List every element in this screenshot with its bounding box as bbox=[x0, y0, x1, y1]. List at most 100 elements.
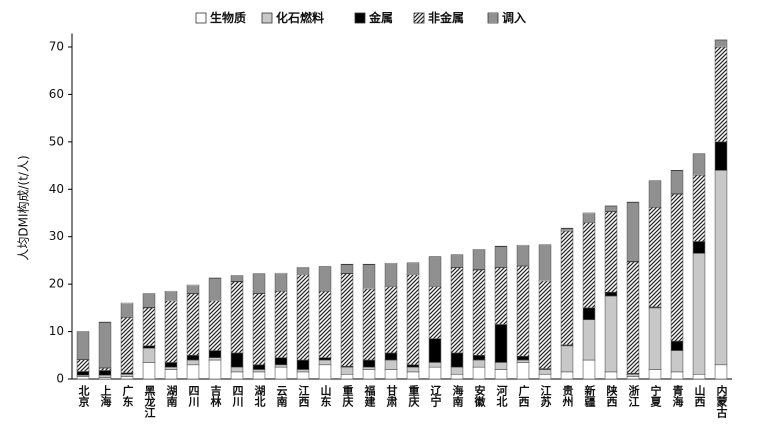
bar-segment bbox=[450, 352, 464, 368]
bar-segment bbox=[362, 288, 376, 361]
bar-segment bbox=[494, 324, 508, 363]
y-tick-label: 60 bbox=[49, 87, 64, 101]
x-tick-label: 云南 bbox=[275, 385, 288, 408]
x-tick-label: 新疆 bbox=[583, 384, 596, 407]
bar-segment bbox=[274, 272, 288, 292]
legend-swatch bbox=[195, 12, 207, 24]
bar-segment bbox=[384, 262, 398, 287]
bar-segment bbox=[604, 371, 618, 380]
x-tick-label: 海南 bbox=[451, 384, 464, 408]
bar-segment bbox=[516, 265, 530, 357]
legend-label: 生物质 bbox=[210, 10, 246, 25]
bar-segment bbox=[604, 211, 618, 293]
bar-segment bbox=[186, 284, 200, 294]
bar-segment bbox=[472, 366, 486, 380]
x-tick-label: 浙江 bbox=[627, 384, 640, 408]
bar-segment bbox=[626, 261, 640, 374]
bar-segment bbox=[626, 376, 640, 380]
bar-segment bbox=[362, 359, 376, 368]
y-tick-label: 40 bbox=[49, 182, 64, 196]
bar-segment bbox=[450, 267, 464, 354]
bar-segment bbox=[76, 331, 90, 360]
bar-segment bbox=[362, 366, 376, 370]
bar-segment bbox=[252, 369, 266, 373]
bar-segment bbox=[296, 267, 310, 275]
bar-segment bbox=[252, 273, 266, 294]
bar-segment bbox=[208, 350, 222, 358]
bar-segment bbox=[142, 347, 156, 363]
bar-segment bbox=[604, 295, 618, 373]
bar-segment bbox=[714, 170, 728, 366]
bar-segment bbox=[406, 274, 420, 366]
bar-segment bbox=[186, 354, 200, 361]
bar-segment bbox=[560, 345, 574, 373]
x-tick-label: 陕西 bbox=[605, 384, 618, 408]
x-tick-label: 四川 bbox=[187, 385, 201, 407]
bar-segment bbox=[318, 290, 332, 358]
x-tick-label: 福建 bbox=[363, 384, 377, 408]
bar-segment bbox=[98, 321, 112, 369]
bar-segment bbox=[472, 359, 486, 368]
bar-segment bbox=[692, 253, 706, 375]
bar-segment bbox=[164, 362, 178, 368]
bar-segment bbox=[318, 364, 332, 380]
bar-segment bbox=[472, 249, 486, 271]
bar-segment bbox=[626, 201, 640, 263]
bar-segment bbox=[296, 371, 310, 380]
bar-segment bbox=[76, 359, 90, 372]
legend-label: 调入 bbox=[502, 11, 526, 25]
x-tick-label: 重庆 bbox=[341, 384, 355, 408]
bar-segment bbox=[472, 354, 486, 361]
bar-segment bbox=[714, 364, 728, 380]
bar-segment bbox=[318, 266, 332, 292]
bar-segment bbox=[120, 376, 134, 380]
bar-segment bbox=[384, 286, 398, 354]
bar-segment bbox=[692, 153, 706, 176]
x-tick-label: 内蒙古 bbox=[715, 384, 728, 419]
bar-segment bbox=[648, 180, 662, 208]
bar-segment bbox=[208, 357, 222, 361]
bar-segment bbox=[252, 371, 266, 380]
x-tick-label: 山西 bbox=[693, 384, 706, 408]
bar-segment bbox=[692, 174, 706, 242]
x-tick-label: 吉林 bbox=[209, 384, 222, 408]
bar-segment bbox=[164, 366, 178, 370]
bar-segment bbox=[450, 254, 464, 268]
bar-segment bbox=[76, 376, 90, 380]
bar-segment bbox=[560, 371, 574, 380]
bar-segment bbox=[120, 373, 134, 377]
x-tick-label: 安徽 bbox=[473, 384, 487, 408]
x-tick-label: 四川 bbox=[231, 385, 245, 407]
bar-segment bbox=[230, 275, 244, 283]
bar-segment bbox=[648, 369, 662, 380]
bar-segment bbox=[142, 307, 156, 347]
bar-segment bbox=[450, 373, 464, 380]
bar-segment bbox=[494, 267, 508, 325]
bar-segment bbox=[692, 373, 706, 380]
bar-segment bbox=[186, 359, 200, 366]
y-tick-label: 20 bbox=[49, 277, 64, 291]
bar-segment bbox=[142, 345, 156, 349]
bar-segment bbox=[252, 364, 266, 370]
bar-segment bbox=[296, 369, 310, 373]
bar-segment bbox=[186, 364, 200, 380]
bar-segment bbox=[406, 366, 420, 373]
bar-segment bbox=[516, 362, 530, 380]
bar-segment bbox=[560, 230, 574, 346]
bar-segment bbox=[296, 274, 310, 361]
bar-segment bbox=[428, 362, 442, 368]
bar-segment bbox=[384, 359, 398, 370]
x-tick-label: 江苏 bbox=[539, 384, 552, 408]
y-axis-label: 人均DMI构成/(t/人) bbox=[16, 155, 31, 260]
bar-segment bbox=[318, 357, 332, 361]
bar-segment bbox=[208, 300, 222, 351]
bar-segment bbox=[604, 291, 618, 297]
bar-segment bbox=[98, 370, 112, 376]
bar-segment bbox=[76, 371, 90, 376]
bar-segment bbox=[494, 362, 508, 370]
bar-segment bbox=[450, 366, 464, 375]
bar-segment bbox=[538, 280, 552, 369]
bar-segment bbox=[208, 277, 222, 302]
bar-segment bbox=[582, 212, 596, 223]
legend-swatch bbox=[354, 12, 366, 24]
